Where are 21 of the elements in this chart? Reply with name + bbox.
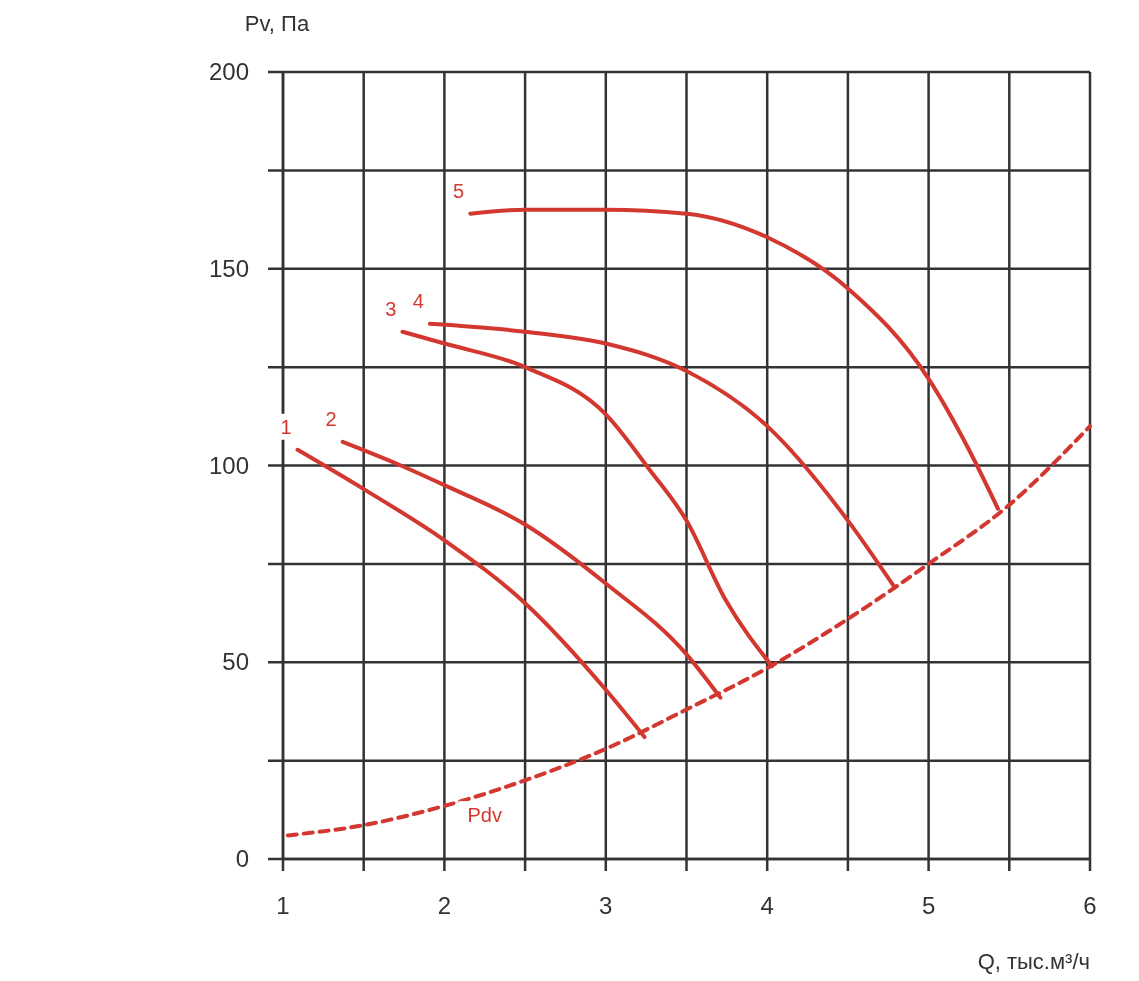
line-series <box>340 439 723 700</box>
y-axis-title: Pv, Па <box>244 11 310 36</box>
y-tick-label: 150 <box>208 254 249 282</box>
x-tick-label: 2 <box>437 892 452 919</box>
line-series <box>295 447 647 740</box>
y-tick-label: 0 <box>235 845 249 872</box>
y-tick-label: 200 <box>208 58 249 85</box>
x-tick-label: 1 <box>276 892 290 919</box>
series-label: Pdv <box>467 804 502 827</box>
y-tick-label: 50 <box>222 648 249 676</box>
x-tick-label: 3 <box>599 892 613 919</box>
y-tick-label: 100 <box>208 451 249 479</box>
series-label: 4 <box>412 289 424 312</box>
x-axis-title: Q, тыс.м³/ч <box>977 949 1090 974</box>
series-label: 3 <box>385 297 397 320</box>
series-label: 2 <box>325 407 337 430</box>
series-label: 1 <box>280 415 292 438</box>
x-tick-label: 4 <box>760 892 774 919</box>
x-tick-label: 5 <box>921 892 936 919</box>
series-label: 5 <box>453 179 465 202</box>
x-tick-label: 6 <box>1083 892 1097 919</box>
